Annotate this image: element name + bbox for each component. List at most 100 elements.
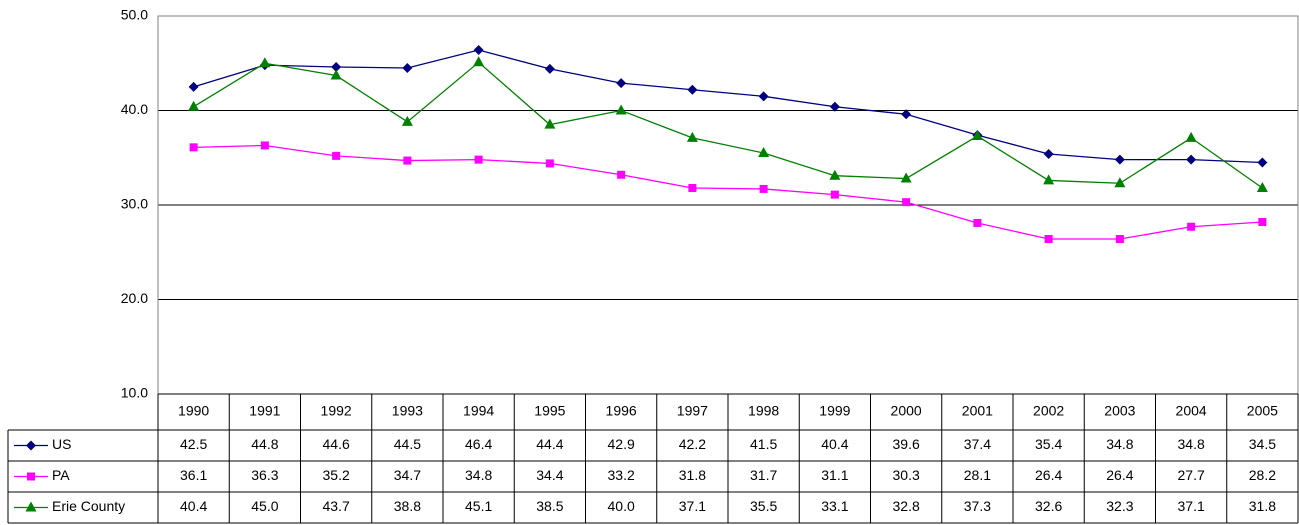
series-line	[193, 61, 1263, 189]
marker	[545, 159, 554, 168]
x-tick-label: 1997	[677, 403, 708, 419]
marker	[616, 78, 627, 89]
x-tick-label: 1996	[606, 403, 637, 419]
table-cell: 28.2	[1249, 467, 1276, 483]
marker	[1043, 174, 1055, 185]
x-tick-label: 1991	[249, 403, 280, 419]
marker	[901, 109, 912, 120]
marker	[473, 45, 484, 56]
x-tick-label: 1990	[178, 403, 209, 419]
table-cell: 37.1	[1178, 498, 1205, 514]
marker	[260, 141, 269, 150]
table-cell: 31.8	[1249, 498, 1276, 514]
table-cell: 34.8	[465, 467, 492, 483]
y-tick-label: 40.0	[121, 101, 148, 117]
series-line	[193, 49, 1263, 164]
marker	[1187, 222, 1196, 231]
table-cell: 37.4	[964, 436, 991, 452]
legend-label: US	[52, 436, 71, 452]
table-cell: 36.1	[180, 467, 207, 483]
table-cell: 35.2	[323, 467, 350, 483]
table-cell: 46.4	[465, 436, 492, 452]
table-cell: 34.8	[1178, 436, 1205, 452]
table-cell: 34.8	[1106, 436, 1133, 452]
marker	[829, 169, 841, 180]
table-cell: 42.9	[608, 436, 635, 452]
table-cell: 43.7	[323, 498, 350, 514]
x-tick-label: 2004	[1176, 403, 1207, 419]
legend-marker	[27, 472, 35, 481]
table-cell: 36.3	[251, 467, 278, 483]
legend-label: PA	[52, 467, 70, 483]
marker	[902, 198, 911, 207]
x-tick-label: 1998	[748, 403, 779, 419]
table-cell: 35.5	[750, 498, 777, 514]
marker	[332, 151, 341, 160]
marker	[1044, 235, 1053, 244]
marker	[758, 147, 770, 158]
marker	[1256, 181, 1268, 192]
table-cell: 45.0	[251, 498, 278, 514]
marker	[401, 115, 413, 126]
legend-label: Erie County	[52, 498, 125, 514]
marker	[188, 81, 199, 92]
marker	[1185, 131, 1197, 142]
x-tick-label: 2002	[1033, 403, 1064, 419]
table-cell: 27.7	[1178, 467, 1205, 483]
marker	[759, 184, 768, 193]
marker	[188, 100, 200, 111]
marker	[473, 56, 485, 67]
table-cell: 44.5	[394, 436, 421, 452]
marker	[830, 190, 839, 199]
marker	[1258, 218, 1267, 227]
y-tick-label: 50.0	[121, 7, 148, 23]
table-cell: 38.8	[394, 498, 421, 514]
marker	[544, 63, 555, 74]
table-cell: 37.3	[964, 498, 991, 514]
table-cell: 37.1	[679, 498, 706, 514]
x-tick-label: 2000	[891, 403, 922, 419]
table-cell: 40.0	[608, 498, 635, 514]
x-tick-label: 2005	[1247, 403, 1278, 419]
marker	[1186, 154, 1197, 165]
table-cell: 32.3	[1106, 498, 1133, 514]
table-cell: 28.1	[964, 467, 991, 483]
table-cell: 40.4	[821, 436, 848, 452]
table-cell: 34.7	[394, 467, 421, 483]
legend-marker	[26, 440, 36, 451]
marker	[330, 69, 342, 80]
y-tick-label: 10.0	[121, 385, 148, 401]
table-cell: 31.7	[750, 467, 777, 483]
table-cell: 40.4	[180, 498, 207, 514]
marker	[973, 218, 982, 227]
marker	[1043, 148, 1054, 159]
table-cell: 39.6	[893, 436, 920, 452]
x-tick-label: 1993	[392, 403, 423, 419]
table-cell: 32.6	[1035, 498, 1062, 514]
marker	[331, 62, 342, 73]
marker	[1114, 154, 1125, 165]
table-cell: 34.4	[536, 467, 563, 483]
marker	[402, 62, 413, 73]
table-cell: 26.4	[1106, 467, 1133, 483]
table-cell: 30.3	[893, 467, 920, 483]
marker	[1114, 177, 1126, 188]
x-tick-label: 1999	[819, 403, 850, 419]
y-tick-label: 20.0	[121, 290, 148, 306]
table-cell: 44.8	[251, 436, 278, 452]
table-cell: 42.5	[180, 436, 207, 452]
marker	[403, 156, 412, 165]
marker	[617, 170, 626, 179]
marker	[688, 183, 697, 192]
table-cell: 38.5	[536, 498, 563, 514]
table-cell: 31.1	[821, 467, 848, 483]
y-tick-label: 30.0	[121, 196, 148, 212]
marker	[829, 101, 840, 112]
marker	[544, 118, 556, 129]
table-cell: 26.4	[1035, 467, 1062, 483]
table-cell: 31.8	[679, 467, 706, 483]
marker	[758, 91, 769, 102]
marker	[189, 143, 198, 152]
marker	[259, 57, 271, 68]
table-cell: 33.1	[821, 498, 848, 514]
